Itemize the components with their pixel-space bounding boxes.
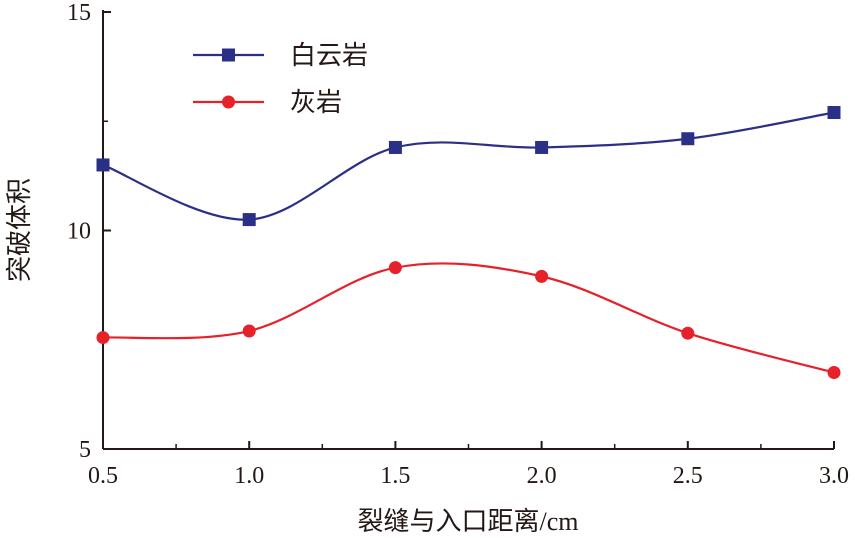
- data-point-square: [242, 213, 256, 227]
- series-line: [102, 262, 835, 374]
- axes: 0.5 1.0 1.5 2.0 2.5 3.0 5 10 15: [67, 0, 849, 489]
- data-point-square: [681, 132, 695, 146]
- x-tick-label: 1.5: [380, 463, 410, 489]
- data-point-square: [535, 140, 549, 154]
- data-point-circle: [388, 261, 402, 275]
- legend-label: 灰岩: [290, 88, 342, 117]
- legend-marker-circle: [222, 95, 235, 109]
- data-point-circle: [827, 366, 841, 380]
- y-axis-title: 突破体积: [5, 178, 34, 282]
- series-line: [102, 111, 835, 221]
- series-layer: [96, 106, 841, 380]
- x-tick-label: 2.5: [673, 463, 703, 489]
- x-tick-label: 1.0: [234, 463, 264, 489]
- legend-marker-square: [222, 48, 235, 62]
- x-tick-label: 3.0: [819, 463, 849, 489]
- data-point-circle: [242, 324, 256, 338]
- y-tick-label: 15: [67, 0, 91, 26]
- x-tick-label: 0.5: [88, 463, 118, 489]
- data-point-square: [388, 140, 402, 154]
- legend-item-2: 灰岩: [193, 88, 342, 117]
- x-tick-label: 2.0: [527, 463, 557, 489]
- x-axis-title: 裂缝与入口距离/cm: [358, 507, 579, 536]
- legend-item-1: 白云岩: [193, 41, 368, 70]
- series-2: [96, 261, 841, 380]
- data-point-square: [96, 158, 110, 172]
- data-point-circle: [535, 269, 549, 283]
- y-tick-label: 5: [79, 437, 91, 463]
- legend-label: 白云岩: [290, 41, 368, 70]
- data-point-circle: [96, 331, 110, 345]
- data-point-square: [827, 106, 841, 120]
- series-1: [96, 106, 841, 227]
- y-tick-label: 10: [67, 219, 91, 245]
- data-point-circle: [681, 326, 695, 340]
